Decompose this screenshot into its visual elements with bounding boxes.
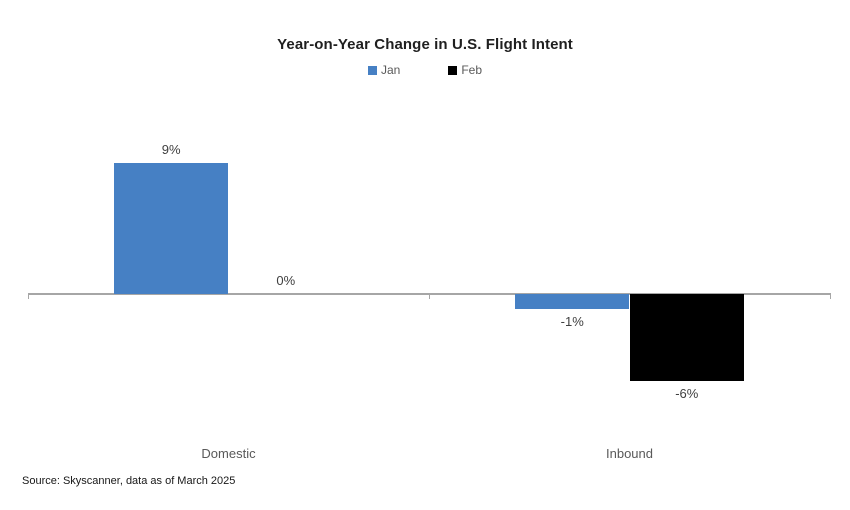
- chart-title: Year-on-Year Change in U.S. Flight Inten…: [277, 36, 573, 53]
- feb-legend-label: Feb: [461, 63, 483, 77]
- bar-jan-domestic: [113, 162, 229, 294]
- category-label-domestic: Domestic: [201, 446, 256, 461]
- value-label-feb-domestic: 0%: [276, 273, 296, 288]
- value-label-feb-inbound: -6%: [675, 386, 699, 402]
- legend-item-feb: Feb: [448, 63, 482, 77]
- feb-legend-swatch-icon: [448, 65, 458, 75]
- category-label-inbound: Inbound: [606, 446, 653, 461]
- value-label-jan-inbound: -1%: [560, 313, 584, 329]
- x-axis-tick: [428, 293, 430, 299]
- legend-item-jan: Jan: [367, 63, 401, 77]
- jan-legend-swatch-icon: [367, 65, 377, 75]
- jan-legend-label: Jan: [380, 63, 401, 77]
- source-note: Source: Skyscanner, data as of March 202…: [22, 475, 236, 487]
- x-axis-tick: [829, 293, 831, 299]
- value-label-jan-domestic: 9%: [161, 141, 181, 157]
- bar-jan-inbound: [514, 294, 630, 309]
- x-axis-tick: [27, 293, 29, 299]
- chart-legend: Jan Feb: [0, 63, 850, 77]
- bar-feb-inbound: [629, 294, 745, 382]
